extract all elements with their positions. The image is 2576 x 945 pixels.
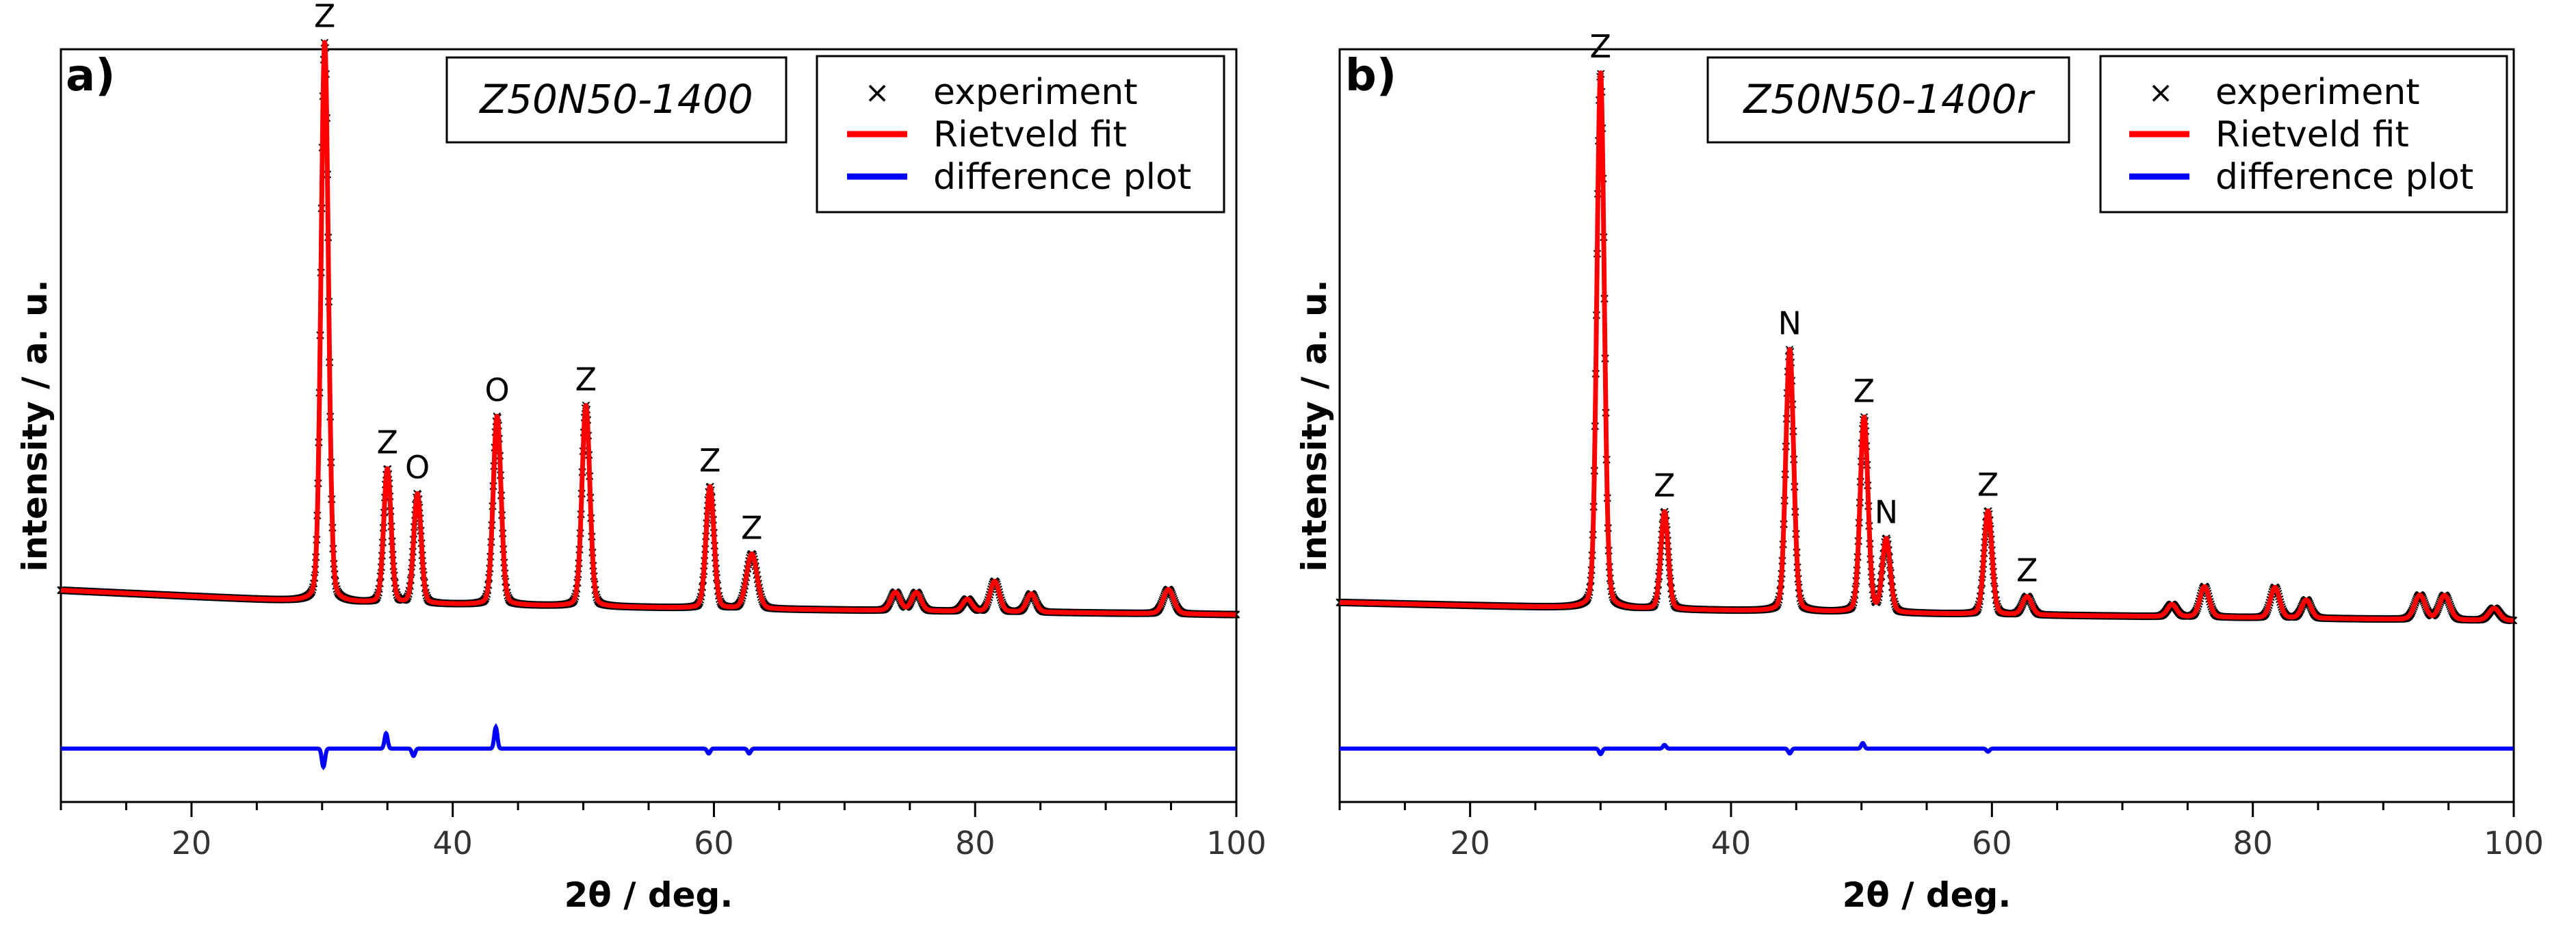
legend-difference-label: difference plot bbox=[2215, 157, 2473, 198]
peak-label: Z bbox=[1654, 467, 1676, 504]
panel-b-legend: × experiment Rietveld fit difference plo… bbox=[2099, 55, 2508, 213]
legend-difference-label: difference plot bbox=[933, 157, 1191, 198]
peak-label: Z bbox=[1853, 372, 1875, 409]
legend-fit-label: Rietveld fit bbox=[2215, 114, 2409, 155]
panel-a-x-axis: 20 40 60 80 100 bbox=[60, 802, 1266, 862]
panel-b-label: b) bbox=[1345, 51, 1396, 101]
panel-a-y-label: intensity / a. u. bbox=[15, 279, 55, 571]
difference-plot-line bbox=[61, 723, 1236, 771]
panel-b-traces bbox=[1336, 70, 2518, 757]
peak-label: Z bbox=[314, 0, 336, 34]
x-tick-label: 80 bbox=[955, 825, 996, 862]
x-tick-label: 60 bbox=[694, 825, 734, 862]
difference-plot-line bbox=[1340, 740, 2514, 757]
panel-b-peak-labels: Z Z N Z N Z Z bbox=[1590, 28, 2038, 589]
x-tick-label: 40 bbox=[1711, 825, 1752, 862]
x-tick-label: 100 bbox=[1206, 825, 1266, 862]
panel-a-traces bbox=[57, 38, 1240, 771]
legend-experiment-marker: × bbox=[2148, 75, 2174, 110]
rietveld-fit-line bbox=[1338, 70, 2516, 623]
x-tick-label: 60 bbox=[1972, 825, 2012, 862]
panel-b-title: Z50N50-1400r bbox=[1742, 76, 2035, 122]
legend-experiment-label: experiment bbox=[2215, 72, 2420, 113]
panel-b-y-label: intensity / a. u. bbox=[1294, 279, 1334, 571]
x-tick-label: 40 bbox=[432, 825, 473, 862]
panel-a-title: Z50N50-1400 bbox=[478, 76, 753, 122]
peak-label: Z bbox=[2016, 552, 2038, 589]
panel-b-x-axis: 20 40 60 80 100 bbox=[1338, 802, 2544, 862]
panel-a-legend: × experiment Rietveld fit difference plo… bbox=[816, 55, 1225, 213]
peak-label: O bbox=[484, 372, 509, 409]
peak-label: Z bbox=[575, 361, 597, 398]
peak-label: Z bbox=[1590, 28, 1612, 65]
x-tick-label: 100 bbox=[2484, 825, 2544, 862]
panel-a-title-box: Z50N50-1400 bbox=[445, 56, 788, 144]
panel-b-x-label: 2θ / deg. bbox=[1843, 875, 2012, 915]
x-tick-label: 20 bbox=[172, 825, 212, 862]
panel-b: Z Z N Z N Z Z 20 40 60 80 100 b) Z50N50-1400r × ex… bbox=[1294, 28, 2544, 915]
peak-label: Z bbox=[376, 424, 398, 461]
rietveld-fit-line bbox=[59, 40, 1238, 617]
panel-a-label: a) bbox=[66, 51, 115, 101]
legend-experiment-marker: × bbox=[865, 75, 890, 110]
legend-experiment-label: experiment bbox=[933, 72, 1138, 113]
peak-label: N bbox=[1778, 305, 1801, 342]
peak-label: N bbox=[1875, 494, 1898, 531]
panel-b-title-box: Z50N50-1400r bbox=[1706, 56, 2070, 144]
x-tick-label: 80 bbox=[2233, 825, 2273, 862]
peak-label: Z bbox=[741, 509, 763, 546]
peak-label: Z bbox=[1977, 467, 1999, 504]
legend-fit-label: Rietveld fit bbox=[933, 114, 1127, 155]
panel-a-x-label: 2θ / deg. bbox=[564, 875, 733, 915]
peak-label: O bbox=[405, 449, 430, 486]
peak-label: Z bbox=[699, 442, 721, 479]
x-tick-label: 20 bbox=[1450, 825, 1490, 862]
